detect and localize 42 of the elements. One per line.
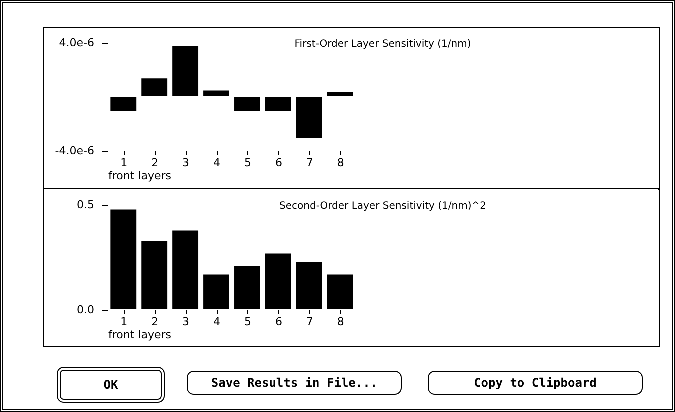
x-axis-title: front layers (108, 328, 172, 342)
bar (110, 96, 138, 112)
button: OK (57, 367, 165, 403)
x-tick-label: 8 (337, 316, 344, 328)
bar (264, 96, 292, 112)
x-tick-label: 7 (306, 316, 314, 328)
button: Copy to Clipboard (428, 371, 643, 395)
bar (264, 252, 292, 310)
x-tick-label: 2 (152, 316, 159, 328)
bar (234, 265, 262, 310)
x-tick-label: 3 (182, 156, 190, 170)
bar (295, 96, 324, 140)
x-tick-label: 4 (214, 316, 221, 328)
y-tick-label: 4.0e-6 (59, 36, 94, 50)
bar (326, 91, 354, 98)
x-tick-label: 5 (244, 316, 252, 328)
bar (172, 45, 200, 98)
x-tick-label: 1 (120, 316, 128, 328)
text: Second-Order Layer Sensitivity (1/nm)^2 (280, 201, 486, 212)
bar (326, 274, 354, 310)
bar (172, 230, 200, 310)
x-tick-label: 8 (337, 156, 344, 170)
bar (140, 240, 169, 310)
y-tick-label: -4.0e-6 (55, 144, 94, 158)
bar (202, 274, 230, 310)
x-tick-label: 1 (120, 156, 128, 170)
button: Save Results in File... (187, 371, 402, 395)
bar (202, 90, 230, 98)
x-tick-label: 7 (306, 156, 314, 170)
x-tick-label: 2 (152, 156, 159, 170)
text: First-Order Layer Sensitivity (1/nm) (294, 39, 472, 50)
x-tick-label: 3 (182, 316, 190, 328)
x-tick-label: 6 (275, 156, 282, 170)
bar (140, 78, 169, 98)
y-tick-label: 0.0 (77, 304, 94, 316)
x-tick-label: 5 (244, 156, 252, 170)
x-tick-label: 4 (214, 156, 221, 170)
bar (295, 261, 324, 310)
bar (234, 96, 262, 112)
x-axis-title: front layers (108, 170, 172, 182)
y-tick-label: 0.5 (77, 198, 94, 212)
x-tick-label: 6 (275, 316, 282, 328)
